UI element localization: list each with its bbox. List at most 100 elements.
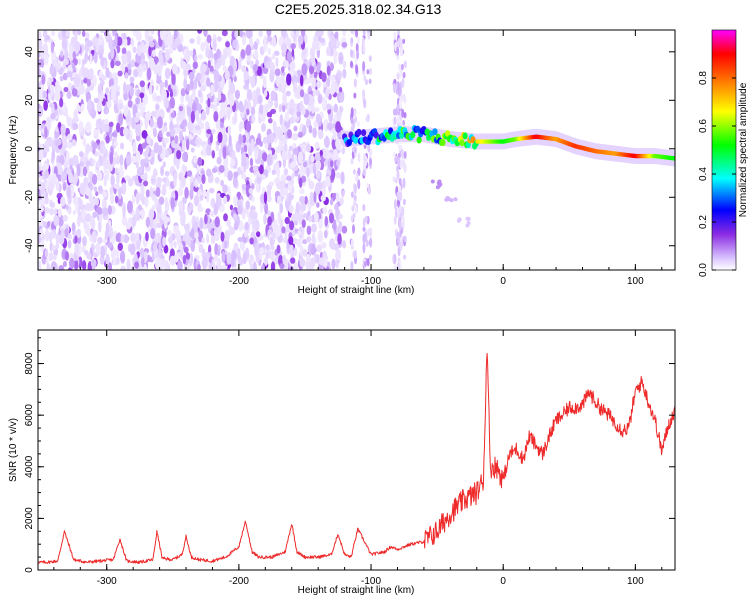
heatmap-noise-cell: [40, 84, 44, 92]
heatmap-noise-cell: [95, 191, 99, 197]
heatmap-noise-cell: [87, 68, 94, 78]
heatmap-noise-cell: [396, 104, 400, 112]
heatmap-noise-cell: [61, 37, 68, 51]
heatmap-noise-cell: [310, 155, 315, 163]
heatmap-noise-cell: [246, 108, 250, 116]
heatmap-noise-cell: [263, 42, 268, 53]
colorbar-tick-label: 0.0: [698, 263, 709, 277]
heatmap-noise-cell: [71, 62, 75, 70]
heatmap-noise-cell: [221, 55, 226, 66]
heatmap-noise-cell: [85, 32, 90, 39]
heatmap-noise-cell: [146, 110, 152, 121]
heatmap-noise-cell: [402, 72, 406, 79]
heatmap-noise-cell: [206, 77, 211, 87]
heatmap-noise-cell: [368, 78, 372, 84]
heatmap-noise-cell: [183, 77, 188, 91]
heatmap-noise-cell: [317, 230, 323, 243]
heatmap-noise-cell: [250, 106, 256, 116]
heatmap-noise-cell: [310, 243, 316, 256]
heatmap-noise-cell: [93, 50, 98, 64]
heatmap-noise-cell: [142, 180, 149, 187]
heatmap-noise-cell: [206, 93, 212, 100]
heatmap-noise-cell: [267, 118, 273, 124]
heatmap-noise-cell: [353, 250, 357, 259]
heatmap-noise-cell: [322, 148, 328, 159]
heatmap-noise-cell: [266, 35, 273, 43]
heatmap-noise-cell: [293, 125, 298, 132]
heatmap-noise-cell: [102, 191, 108, 198]
heatmap-noise-cell: [48, 138, 54, 147]
heatmap-noise-cell: [156, 203, 162, 214]
heatmap-noise-cell: [135, 232, 140, 241]
heatmap-noise-cell: [194, 232, 199, 239]
heatmap-noise-cell: [304, 33, 308, 45]
heatmap-noise-cell: [223, 133, 228, 145]
heatmap-noise-cell: [287, 193, 292, 207]
heatmap-noise-cell: [153, 168, 158, 178]
snr-x-tick-label: 0: [500, 576, 506, 587]
colorbar-tick-label: 0.4: [698, 167, 709, 181]
heatmap-noise-cell: [134, 261, 139, 269]
heatmap-noise-cell: [45, 34, 50, 41]
colorbar-gradient: [711, 29, 737, 271]
heatmap-noise-cell: [331, 258, 336, 270]
heatmap-noise-cell: [309, 191, 314, 204]
heatmap-noise-cell: [163, 244, 169, 254]
heatmap-noise-cell: [46, 121, 52, 131]
heatmap-frame: [37, 29, 676, 271]
heatmap-noise-cell: [315, 160, 320, 172]
heatmap-noise-cell: [267, 47, 272, 56]
heatmap-noise-cell: [145, 231, 149, 242]
heatmap-noise-cell: [123, 37, 128, 47]
heatmap-noise-cell: [110, 59, 115, 69]
heatmap-noise-cell: [135, 192, 140, 205]
heatmap-noise-cell: [54, 139, 61, 147]
snr-y-tick-label: 0: [24, 567, 35, 573]
heatmap-noise-cell: [136, 125, 141, 136]
heatmap-noise-cell: [341, 240, 347, 249]
heatmap-noise-cell: [366, 182, 370, 188]
heatmap-noise-cell: [197, 157, 203, 167]
heatmap-noise-cell: [157, 116, 163, 129]
heatmap-noise-cell: [316, 202, 320, 208]
heatmap-noise-cell: [218, 148, 223, 159]
heatmap-noise-cell: [42, 90, 47, 99]
heatmap-noise-cell: [315, 113, 321, 124]
heatmap-noise-cell: [356, 121, 360, 127]
heatmap-noise-cell: [79, 184, 85, 195]
heatmap-noise-cell: [204, 213, 208, 225]
heatmap-noise-cell: [102, 145, 106, 154]
heatmap-y-ticks: -40 -20 0 20 40: [24, 39, 675, 271]
heatmap-noise-cell: [213, 69, 220, 83]
heatmap-noise-cell: [341, 147, 346, 155]
heatmap-noise-cell: [243, 70, 249, 81]
heatmap-noise-cell: [108, 225, 113, 239]
heatmap-noise-cell: [398, 87, 402, 94]
heatmap-noise-cell: [164, 170, 170, 177]
heatmap-noise-cell: [207, 60, 211, 69]
heatmap-noise-cell: [284, 216, 291, 225]
heatmap-noise-cell: [89, 200, 94, 211]
heatmap-noise-cell: [323, 119, 328, 131]
heatmap-noise-cell: [254, 242, 260, 255]
heatmap-noise-cell: [278, 103, 283, 113]
heatmap-noise-cell: [89, 217, 95, 228]
heatmap-noise-cell: [397, 114, 401, 124]
heatmap-noise-cell: [189, 252, 194, 266]
heatmap-noise-cell: [190, 227, 195, 240]
heatmap-noise-cell: [368, 55, 372, 62]
heatmap-noise-cell: [297, 151, 304, 164]
heatmap-noise-cell: [226, 107, 231, 120]
heatmap-noise-cell: [237, 204, 243, 215]
heatmap-noise-cell: [318, 30, 324, 37]
heatmap-noise-cell: [266, 111, 271, 118]
heatmap-noise-cell: [176, 157, 180, 170]
heatmap-noise-cell: [290, 43, 296, 50]
heatmap-noise-cell: [220, 231, 225, 242]
heatmap-noise-cell: [303, 93, 310, 105]
snr-y-tick-label: 4000: [24, 455, 35, 478]
heatmap-noise-cell: [189, 38, 195, 44]
heatmap-noise-cell: [96, 171, 103, 182]
heatmap-noise-cell: [264, 103, 269, 113]
